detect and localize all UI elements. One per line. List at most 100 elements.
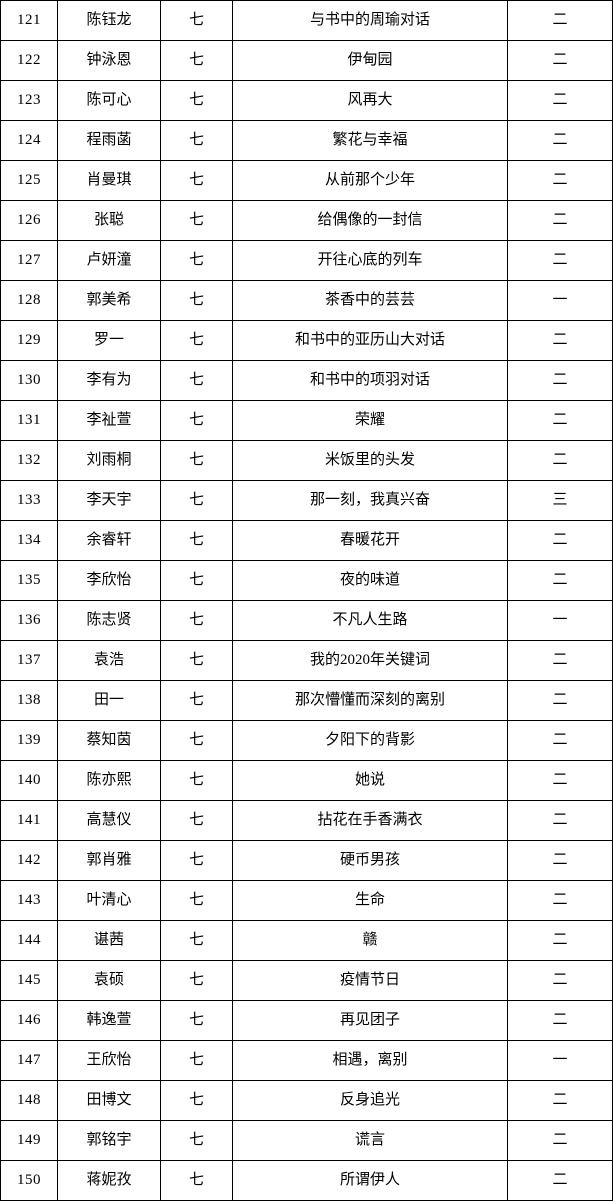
row-number-cell: 148	[0, 1080, 58, 1121]
title-cell: 疫情节日	[232, 960, 508, 1001]
award-cell: 二	[507, 640, 613, 681]
title-cell: 夜的味道	[232, 560, 508, 601]
table-row: 146 韩逸萱七再见团子二	[0, 1000, 613, 1041]
name-cell: 叶清心	[57, 880, 161, 921]
row-number-cell: 143	[0, 880, 58, 921]
grade-cell: 七	[160, 1000, 233, 1041]
title-cell: 赣	[232, 920, 508, 961]
title-cell: 开往心底的列车	[232, 240, 508, 281]
name-cell: 陈志贤	[57, 600, 161, 641]
title-cell: 茶香中的芸芸	[232, 280, 508, 321]
table-row: 136 陈志贤七不凡人生路一	[0, 600, 613, 641]
award-cell: 二	[507, 760, 613, 801]
row-number-cell: 145	[0, 960, 58, 1001]
table-row: 132 刘雨桐七米饭里的头发二	[0, 440, 613, 481]
table-row: 126 张聪七给偶像的一封信二	[0, 200, 613, 241]
row-number-cell: 132	[0, 440, 58, 481]
name-cell: 袁硕	[57, 960, 161, 1001]
name-cell: 郭美希	[57, 280, 161, 321]
title-cell: 她说	[232, 760, 508, 801]
name-cell: 郭肖雅	[57, 840, 161, 881]
name-cell: 陈亦熙	[57, 760, 161, 801]
row-number-cell: 139	[0, 720, 58, 761]
title-cell: 从前那个少年	[232, 160, 508, 201]
name-cell: 卢妍潼	[57, 240, 161, 281]
title-cell: 不凡人生路	[232, 600, 508, 641]
grade-cell: 七	[160, 160, 233, 201]
row-number-cell: 124	[0, 120, 58, 161]
name-cell: 陈钰龙	[57, 0, 161, 41]
grade-cell: 七	[160, 1160, 233, 1201]
grade-cell: 七	[160, 1040, 233, 1081]
title-cell: 那一刻，我真兴奋	[232, 480, 508, 521]
award-cell: 二	[507, 1000, 613, 1041]
name-cell: 李祉萱	[57, 400, 161, 441]
row-number-cell: 125	[0, 160, 58, 201]
grade-cell: 七	[160, 360, 233, 401]
row-number-cell: 149	[0, 1120, 58, 1161]
row-number-cell: 136	[0, 600, 58, 641]
table-row: 139 蔡知茵七夕阳下的背影二	[0, 720, 613, 761]
grade-cell: 七	[160, 440, 233, 481]
award-cell: 三	[507, 480, 613, 521]
grade-cell: 七	[160, 80, 233, 121]
table-row: 142 郭肖雅七硬币男孩二	[0, 840, 613, 881]
title-cell: 繁花与幸福	[232, 120, 508, 161]
table-row: 138 田一七那次懵懂而深刻的离别二	[0, 680, 613, 721]
row-number-cell: 131	[0, 400, 58, 441]
table-row: 122 钟泳恩七伊甸园二	[0, 40, 613, 81]
name-cell: 郭铭宇	[57, 1120, 161, 1161]
award-cell: 二	[507, 960, 613, 1001]
award-cell: 二	[507, 1080, 613, 1121]
row-number-cell: 130	[0, 360, 58, 401]
award-cell: 二	[507, 920, 613, 961]
table-row: 123 陈可心七风再大二	[0, 80, 613, 121]
grade-cell: 七	[160, 280, 233, 321]
row-number-cell: 141	[0, 800, 58, 841]
table-row: 147 王欣怡七相遇，离别一	[0, 1040, 613, 1081]
name-cell: 余睿轩	[57, 520, 161, 561]
row-number-cell: 140	[0, 760, 58, 801]
table-row: 144 谌茜七赣二	[0, 920, 613, 961]
title-cell: 给偶像的一封信	[232, 200, 508, 241]
table-row: 121 陈钰龙七与书中的周瑜对话二	[0, 0, 613, 41]
name-cell: 谌茜	[57, 920, 161, 961]
name-cell: 程雨菡	[57, 120, 161, 161]
row-number-cell: 137	[0, 640, 58, 681]
grade-cell: 七	[160, 800, 233, 841]
award-cell: 二	[507, 800, 613, 841]
title-cell: 荣耀	[232, 400, 508, 441]
grade-cell: 七	[160, 1120, 233, 1161]
grade-cell: 七	[160, 320, 233, 361]
award-cell: 二	[507, 400, 613, 441]
row-number-cell: 142	[0, 840, 58, 881]
table-row: 134 余睿轩七春暖花开二	[0, 520, 613, 561]
table-row: 140 陈亦熙七她说二	[0, 760, 613, 801]
name-cell: 肖曼琪	[57, 160, 161, 201]
table-row: 128 郭美希七茶香中的芸芸一	[0, 280, 613, 321]
row-number-cell: 134	[0, 520, 58, 561]
title-cell: 春暖花开	[232, 520, 508, 561]
table-row: 145 袁硕七疫情节日二	[0, 960, 613, 1001]
name-cell: 蒋妮孜	[57, 1160, 161, 1201]
row-number-cell: 135	[0, 560, 58, 601]
name-cell: 罗一	[57, 320, 161, 361]
grade-cell: 七	[160, 760, 233, 801]
award-cell: 二	[507, 320, 613, 361]
row-number-cell: 147	[0, 1040, 58, 1081]
award-cell: 二	[507, 880, 613, 921]
grade-cell: 七	[160, 560, 233, 601]
name-cell: 李天宇	[57, 480, 161, 521]
title-cell: 风再大	[232, 80, 508, 121]
grade-cell: 七	[160, 40, 233, 81]
award-cell: 二	[507, 200, 613, 241]
title-cell: 米饭里的头发	[232, 440, 508, 481]
table-row: 143 叶清心七生命二	[0, 880, 613, 921]
table-row: 148 田博文七反身追光二	[0, 1080, 613, 1121]
award-cell: 二	[507, 1120, 613, 1161]
grade-cell: 七	[160, 600, 233, 641]
row-number-cell: 121	[0, 0, 58, 41]
award-cell: 二	[507, 680, 613, 721]
